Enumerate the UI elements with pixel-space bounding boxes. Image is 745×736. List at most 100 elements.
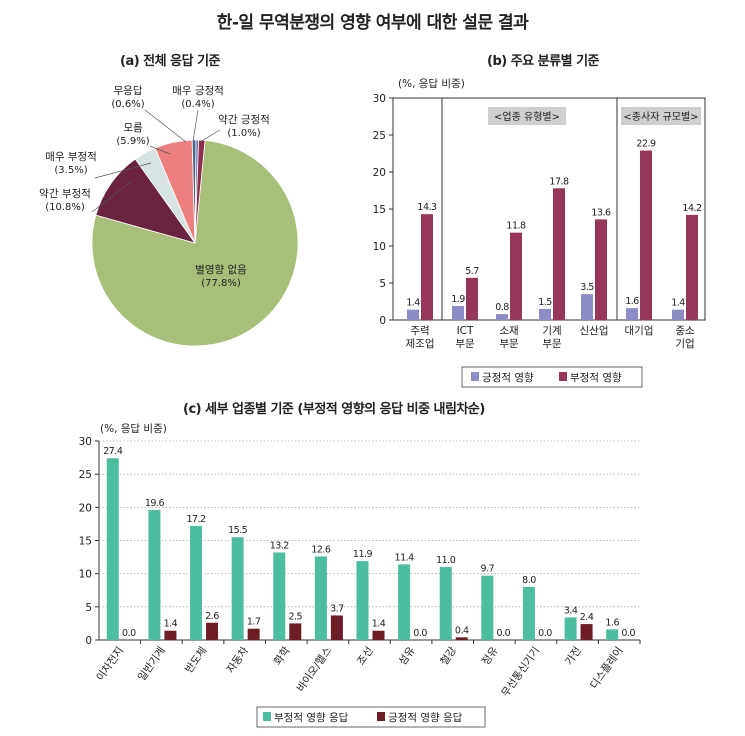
pie-pct-label: (3.5%) (54, 165, 87, 176)
data-label: 5.7 (465, 266, 479, 277)
pie-label: 무응답 (114, 85, 143, 97)
data-label: 8.0 (522, 575, 536, 586)
data-label: 0.0 (413, 628, 427, 639)
pie-pct-label: (10.8%) (45, 202, 85, 213)
bar (247, 628, 260, 640)
bar (466, 277, 478, 320)
pie-pct-label: (1.0%) (227, 128, 260, 139)
y-tick-label: 20 (79, 502, 92, 514)
bar (686, 214, 698, 320)
bar (672, 309, 684, 320)
bar (206, 622, 219, 640)
pie-leader-line (94, 162, 152, 179)
data-label: 1.4 (406, 298, 420, 309)
bar-chart-c: (%, 응답 비중) 0 5 10 15 20 25 30 27.4 0.0 이차전지 19.6 1.4… (79, 423, 641, 728)
x-tick-label: 조선 (355, 645, 376, 668)
bar (407, 309, 419, 320)
data-label: 0.0 (497, 628, 511, 639)
data-label: 1.4 (671, 298, 685, 309)
data-label: 11.8 (506, 221, 526, 232)
data-label: 1.6 (625, 296, 639, 307)
y-tick-label: 10 (79, 569, 92, 581)
data-label: 17.8 (549, 176, 569, 187)
y-tick-label: 5 (379, 278, 386, 290)
bar (190, 525, 203, 640)
pie-chart: 별영향 없음 (77.8%) 약간 부정적 (10.8%) 매우 부정적 (3.5%) 모름… (39, 85, 299, 347)
data-label: 9.7 (481, 564, 495, 575)
x-tick-label: 주력 (410, 325, 429, 337)
data-label: 3.5 (580, 282, 594, 293)
pie-leader-line (199, 129, 221, 143)
data-label: 0.8 (495, 302, 509, 313)
bar (398, 564, 411, 640)
bar (273, 552, 286, 640)
group-header-label: <종사자 규모별> (623, 111, 698, 123)
bar (553, 188, 565, 320)
bar (314, 556, 327, 640)
x-tick-label: 제조업 (406, 337, 435, 350)
bar (356, 561, 369, 640)
bar (231, 537, 244, 640)
x-tick-label: 무선통신기기 (499, 645, 542, 699)
bar (564, 617, 577, 640)
x-tick-label: 반도체 (183, 645, 209, 676)
pie-subtitle: (a) 전체 응답 기준 (120, 54, 221, 69)
data-label: 2.5 (288, 611, 302, 622)
group-header-label: <업종 유형별> (494, 110, 560, 123)
x-tick-label: 화학 (272, 645, 293, 668)
bar (148, 509, 161, 640)
bar-c-subtitle: (c) 세부 업종별 기준 (부정적 영향의 응답 비중 내림차순) (183, 402, 485, 417)
group-header-box (488, 107, 566, 125)
x-tick-label: 대기업 (625, 324, 654, 337)
x-tick-label: 이차전지 (94, 645, 126, 684)
x-tick-label: 기업 (675, 337, 694, 350)
x-tick-label: 바이오/헬스 (295, 645, 335, 695)
bar (510, 232, 522, 320)
data-label: 0.0 (621, 628, 635, 639)
x-tick-label: 섬유 (397, 645, 418, 668)
x-tick-label: 자동차 (225, 645, 252, 676)
data-label: 19.6 (145, 498, 165, 509)
pie-label: 약간 긍정적 (218, 114, 270, 126)
x-tick-label: 신산업 (580, 324, 609, 337)
pie-pct-label: (77.8%) (201, 278, 241, 289)
pie-pct-label: (0.4%) (181, 99, 214, 110)
y-tick-label: 20 (373, 167, 386, 179)
y-tick-label: 10 (373, 241, 386, 253)
y-tick-label: 15 (79, 536, 92, 548)
data-label: 0.0 (538, 628, 552, 639)
bar (439, 567, 452, 640)
x-tick-label: ICT (457, 325, 474, 337)
bar (595, 219, 607, 320)
bar (106, 458, 119, 640)
bar (289, 623, 302, 640)
legend-swatch (377, 712, 385, 721)
data-label: 11.9 (353, 549, 373, 560)
bar (455, 637, 468, 640)
data-label: 0.4 (455, 625, 469, 636)
data-label: 2.4 (580, 612, 594, 623)
bar (640, 150, 652, 320)
x-tick-label: 철강 (438, 645, 459, 668)
bar (522, 586, 535, 640)
x-tick-label: 가전 (563, 645, 584, 668)
pie-slice (95, 158, 196, 244)
bar (330, 615, 343, 640)
pie-label: 모름 (123, 122, 143, 134)
legend-label: 긍정적 영향 응답 (388, 712, 463, 724)
pie-leader-line (192, 109, 199, 142)
bar-chart-b: (%, 응답 비중) 0 5 10 15 20 25 30 <업종 유형별> <종사자 규모별> 1… (373, 78, 706, 388)
bar (372, 630, 385, 640)
legend-swatch (471, 372, 479, 381)
data-label: 15.5 (228, 525, 248, 536)
legend-label: 긍정적 영향 (482, 372, 534, 384)
x-tick-label: 소재 (499, 325, 518, 337)
bar (581, 294, 593, 320)
data-label: 2.6 (205, 611, 219, 622)
pie-slice (194, 139, 206, 244)
x-tick-label: 일반기계 (135, 644, 168, 683)
data-label: 3.7 (330, 603, 344, 614)
legend-box (256, 706, 486, 728)
y-tick-label: 25 (79, 469, 92, 481)
y-tick-label: 30 (79, 436, 92, 448)
